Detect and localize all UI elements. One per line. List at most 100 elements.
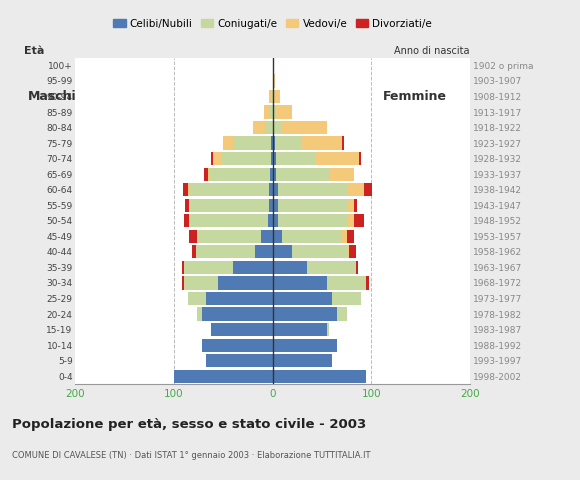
Bar	[356, 261, 358, 274]
Bar	[342, 230, 347, 243]
Bar	[315, 152, 360, 165]
Bar	[211, 168, 270, 181]
Bar	[202, 338, 273, 352]
Bar	[182, 261, 184, 274]
Bar	[360, 152, 361, 165]
Bar	[195, 245, 255, 259]
Bar	[264, 106, 269, 119]
Bar	[276, 152, 315, 165]
Bar	[273, 199, 278, 212]
Bar	[233, 261, 273, 274]
Bar	[282, 121, 327, 134]
Bar	[189, 230, 197, 243]
Bar	[278, 199, 347, 212]
Bar	[174, 370, 273, 383]
Text: Femmine: Femmine	[383, 90, 447, 103]
Bar	[269, 106, 273, 119]
Bar	[273, 338, 337, 352]
Bar	[204, 168, 208, 181]
Bar	[188, 183, 190, 196]
Bar	[278, 183, 347, 196]
Text: Anno di nascita: Anno di nascita	[394, 46, 470, 56]
Bar	[190, 183, 269, 196]
Bar	[273, 152, 275, 165]
Bar	[205, 292, 273, 305]
Bar	[271, 152, 273, 165]
Bar	[273, 90, 281, 103]
Bar	[212, 152, 213, 165]
Bar	[347, 183, 364, 196]
Bar	[347, 214, 354, 228]
Bar	[347, 199, 354, 212]
Text: Età: Età	[24, 46, 45, 56]
Legend: Celibi/Nubili, Coniugati/e, Vedovi/e, Divorziati/e: Celibi/Nubili, Coniugati/e, Vedovi/e, Di…	[109, 14, 436, 33]
Bar	[185, 199, 189, 212]
Bar	[261, 230, 273, 243]
Bar	[213, 152, 222, 165]
Bar	[197, 230, 261, 243]
Bar	[270, 168, 273, 181]
Bar	[330, 168, 354, 181]
Bar	[342, 136, 343, 150]
Bar	[255, 245, 273, 259]
Bar	[364, 183, 372, 196]
Bar	[307, 261, 356, 274]
Bar	[327, 323, 329, 336]
Bar	[184, 261, 233, 274]
Bar	[273, 214, 278, 228]
Bar	[197, 308, 202, 321]
Bar	[274, 136, 302, 150]
Bar	[349, 245, 356, 259]
Bar	[347, 230, 354, 243]
Bar	[202, 308, 273, 321]
Bar	[273, 168, 275, 181]
Bar	[205, 354, 273, 367]
Bar	[233, 136, 271, 150]
Bar	[273, 230, 282, 243]
Bar	[354, 199, 357, 212]
Bar	[183, 183, 188, 196]
Bar	[182, 276, 184, 289]
Text: COMUNE DI CAVALESE (TN) · Dati ISTAT 1° gennaio 2003 · Elaborazione TUTTITALIA.I: COMUNE DI CAVALESE (TN) · Dati ISTAT 1° …	[12, 451, 370, 460]
Bar	[271, 136, 273, 150]
Bar	[273, 276, 327, 289]
Bar	[276, 168, 330, 181]
Bar	[337, 308, 347, 321]
Bar	[212, 323, 273, 336]
Bar	[273, 183, 278, 196]
Bar	[271, 90, 273, 103]
Bar	[347, 245, 349, 259]
Text: Maschi: Maschi	[28, 90, 77, 103]
Bar	[273, 121, 282, 134]
Bar	[184, 214, 189, 228]
Bar	[269, 199, 273, 212]
Bar	[273, 136, 274, 150]
Bar	[273, 308, 337, 321]
Bar	[273, 106, 274, 119]
Bar	[188, 292, 205, 305]
Bar	[273, 245, 292, 259]
Bar	[302, 136, 342, 150]
Bar	[273, 74, 274, 87]
Bar	[264, 121, 273, 134]
Bar	[219, 276, 273, 289]
Bar	[268, 214, 273, 228]
Bar	[274, 106, 292, 119]
Bar	[189, 214, 268, 228]
Bar	[354, 214, 364, 228]
Bar	[223, 136, 233, 150]
Bar	[208, 168, 211, 181]
Bar	[332, 292, 361, 305]
Bar	[278, 214, 347, 228]
Bar	[269, 183, 273, 196]
Bar	[192, 245, 195, 259]
Bar	[273, 354, 332, 367]
Text: Popolazione per età, sesso e stato civile - 2003: Popolazione per età, sesso e stato civil…	[12, 418, 366, 431]
Bar	[273, 261, 307, 274]
Bar	[292, 245, 347, 259]
Bar	[282, 230, 342, 243]
Bar	[222, 152, 271, 165]
Bar	[184, 276, 219, 289]
Bar	[253, 121, 264, 134]
Bar	[273, 370, 367, 383]
